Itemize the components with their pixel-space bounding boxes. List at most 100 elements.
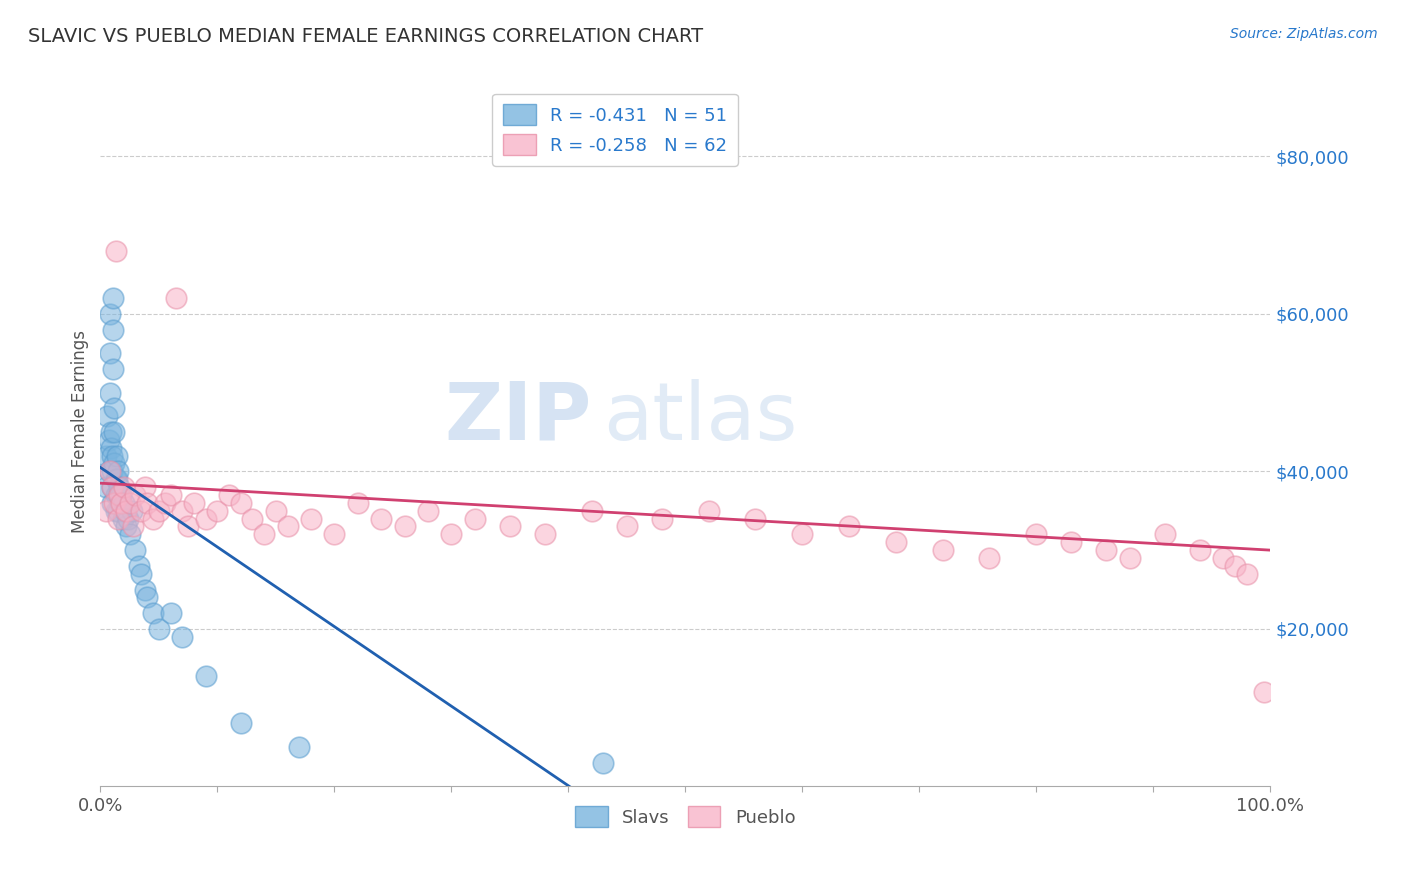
Point [112,496,135,510]
Point [142,606,165,620]
Point [103,496,125,510]
Point [98,385,121,400]
Point [288,740,311,755]
Point [103,322,125,336]
Point [129,504,152,518]
Point [136,496,159,510]
Point [148,622,170,636]
Point [124,543,146,558]
Point [159,488,181,502]
Point [165,291,187,305]
Point [242,511,264,525]
Text: ZIP: ZIP [444,379,592,457]
Point [534,527,557,541]
Point [177,519,200,533]
Point [370,511,392,525]
Point [100,441,122,455]
Point [101,496,124,510]
Point [103,425,125,439]
Point [1154,527,1177,541]
Point [96,504,118,518]
Point [651,511,673,525]
Point [697,504,720,518]
Text: atlas: atlas [603,379,797,457]
Point [100,425,122,439]
Point [98,464,121,478]
Point [98,346,121,360]
Point [107,504,129,518]
Point [107,488,129,502]
Point [112,480,135,494]
Point [103,457,125,471]
Point [114,504,136,518]
Point [136,591,159,605]
Legend: Slavs, Pueblo: Slavs, Pueblo [568,799,803,834]
Point [107,464,129,478]
Point [117,511,139,525]
Point [1095,543,1118,558]
Point [105,449,128,463]
Point [103,401,125,416]
Point [1188,543,1211,558]
Point [129,566,152,581]
Point [464,511,486,525]
Point [440,527,463,541]
Point [1025,527,1047,541]
Point [207,504,229,518]
Point [101,480,124,494]
Point [159,606,181,620]
Point [1223,558,1246,573]
Point [134,582,156,597]
Point [253,527,276,541]
Point [172,630,194,644]
Point [1236,566,1258,581]
Point [581,504,603,518]
Point [838,519,860,533]
Point [108,480,131,494]
Point [172,504,194,518]
Point [104,472,127,486]
Point [299,511,322,525]
Point [979,551,1001,566]
Point [142,511,165,525]
Point [118,496,141,510]
Point [104,244,127,258]
Point [931,543,953,558]
Point [744,511,766,525]
Point [792,527,814,541]
Point [416,504,439,518]
Point [148,504,170,518]
Point [115,504,138,518]
Point [122,519,145,533]
Point [110,496,132,510]
Point [229,716,252,731]
Point [115,519,138,533]
Point [121,504,143,518]
Point [1253,685,1275,699]
Text: SLAVIC VS PUEBLO MEDIAN FEMALE EARNINGS CORRELATION CHART: SLAVIC VS PUEBLO MEDIAN FEMALE EARNINGS … [28,27,703,45]
Point [323,527,346,541]
Point [101,449,124,463]
Point [104,488,127,502]
Point [134,480,156,494]
Point [98,307,121,321]
Point [96,449,118,463]
Point [183,496,205,510]
Point [229,496,252,510]
Text: Source: ZipAtlas.com: Source: ZipAtlas.com [1230,27,1378,41]
Point [884,535,907,549]
Point [96,480,118,494]
Point [218,488,240,502]
Point [264,504,287,518]
Point [107,511,129,525]
Point [110,496,132,510]
Point [153,496,176,510]
Point [1119,551,1142,566]
Point [101,480,124,494]
Point [118,527,141,541]
Point [128,558,150,573]
Point [97,464,120,478]
Point [194,511,217,525]
Point [1212,551,1234,566]
Point [97,433,120,447]
